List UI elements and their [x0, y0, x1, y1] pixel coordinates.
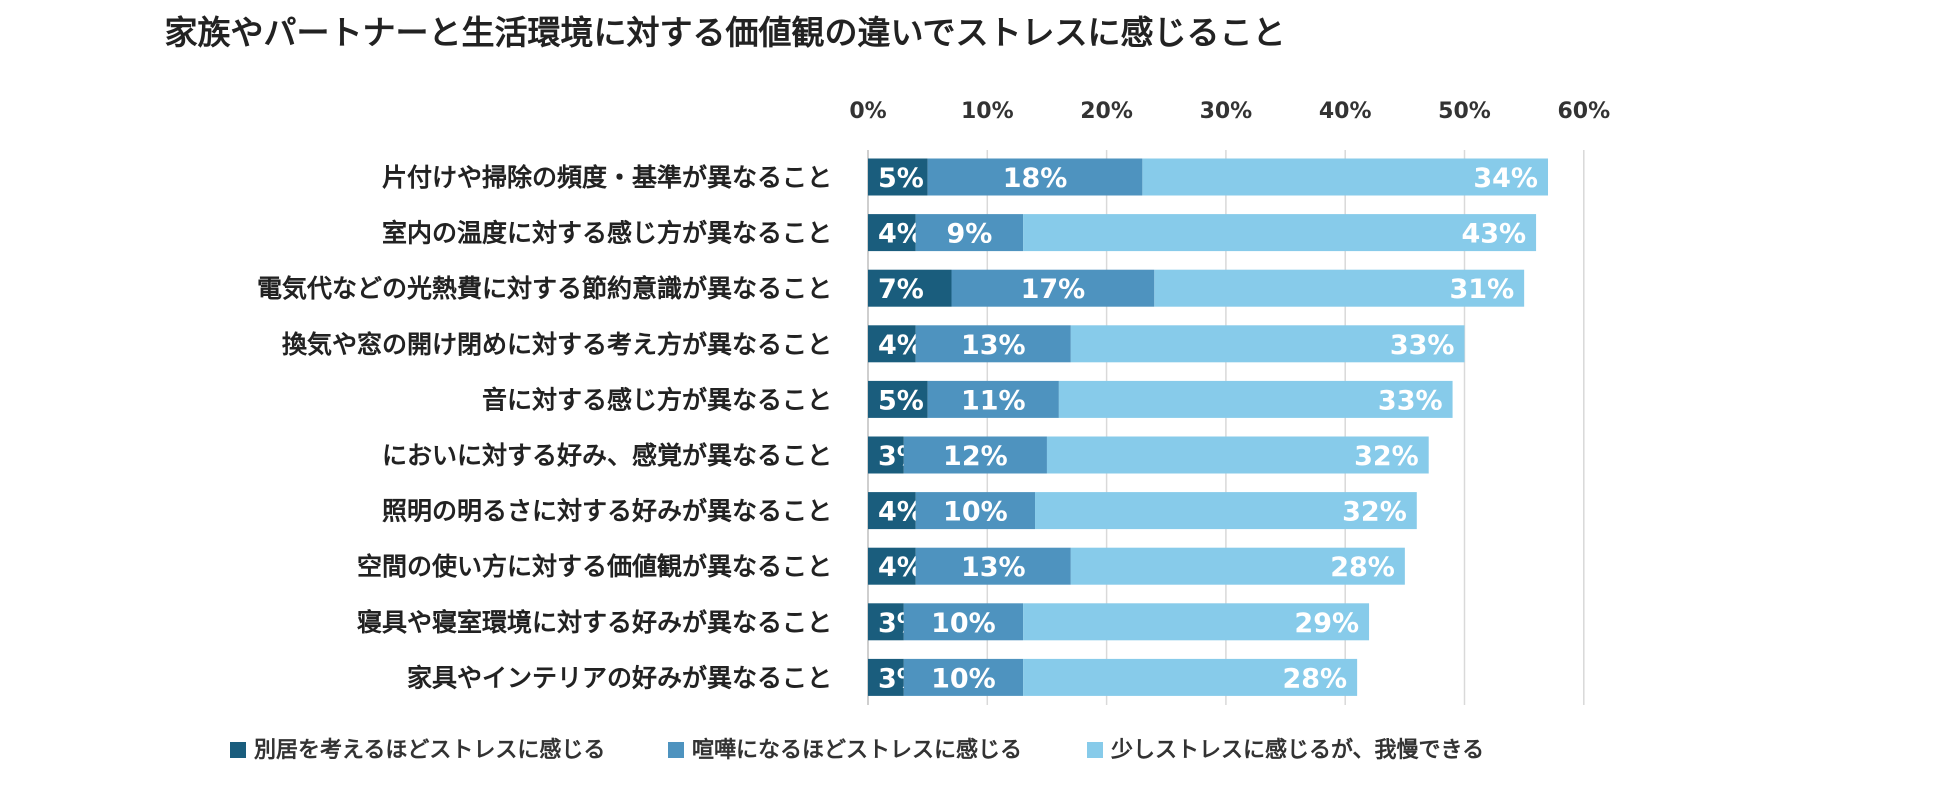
legend-swatch: [668, 742, 684, 758]
data-label: 5%: [878, 385, 924, 416]
data-label: 28%: [1330, 552, 1395, 583]
category-label: 片付けや掃除の頻度・基準が異なること: [382, 163, 832, 192]
bar-segment: [915, 325, 1071, 363]
chart-title: 家族やパートナーと生活環境に対する価値観の違いでストレスに感じること: [164, 13, 1286, 52]
bar-segment: [1142, 158, 1549, 196]
data-label: 31%: [1450, 274, 1515, 305]
bar-segment: [868, 158, 928, 196]
bar-segment: [868, 547, 916, 585]
data-label: 34%: [1473, 163, 1538, 194]
data-label: 9%: [946, 219, 992, 250]
bar-segment: [915, 547, 1071, 585]
bar-segment: [903, 658, 1024, 696]
legend-label: 少しストレスに感じるが、我慢できる: [1110, 737, 1484, 763]
x-tick-label: 30%: [1200, 99, 1253, 124]
data-label: 33%: [1378, 385, 1443, 416]
x-tick-label: 20%: [1080, 99, 1133, 124]
bar-segment: [868, 325, 916, 363]
category-label: 音に対する感じ方が異なること: [482, 385, 832, 414]
legend-swatch: [230, 742, 246, 758]
bar-segment: [868, 658, 904, 696]
bar-segment: [868, 269, 952, 307]
data-label: 12%: [943, 441, 1008, 472]
bar-segment: [1046, 436, 1429, 474]
data-label: 13%: [961, 330, 1026, 361]
bar-segment: [1023, 603, 1370, 641]
data-label: 10%: [943, 497, 1008, 528]
category-label: 家具やインテリアの好みが異なること: [407, 663, 832, 692]
data-label: 33%: [1390, 330, 1455, 361]
bar-segment: [1035, 492, 1417, 530]
data-label: 5%: [878, 163, 924, 194]
data-label: 17%: [1021, 274, 1086, 305]
bar-segment: [1023, 658, 1358, 696]
data-label: 18%: [1003, 163, 1068, 194]
data-label: 32%: [1354, 441, 1419, 472]
legend-swatch: [1087, 742, 1103, 758]
x-tick-label: 50%: [1438, 99, 1491, 124]
data-label: 43%: [1461, 219, 1526, 250]
bar-segment: [868, 492, 916, 530]
bar-segment: [1070, 547, 1405, 585]
bar-segment: [915, 492, 1036, 530]
bar-segment: [903, 436, 1047, 474]
x-tick-label: 60%: [1557, 99, 1610, 124]
category-label: 換気や窓の開け閉めに対する考え方が異なること: [282, 330, 832, 359]
data-label: 10%: [931, 663, 996, 694]
bar-segment: [927, 158, 1143, 196]
x-tick-label: 10%: [961, 99, 1014, 124]
x-tick-label: 0%: [849, 99, 886, 124]
bar-segment: [1070, 325, 1465, 363]
category-label: 室内の温度に対する感じ方が異なること: [382, 219, 832, 248]
category-label: 電気代などの光熱費に対する節約意識が異なること: [257, 274, 832, 303]
legend-label: 別居を考えるほどストレスに感じる: [254, 737, 605, 763]
bar-segment: [915, 214, 1024, 252]
data-label: 32%: [1342, 497, 1407, 528]
bar-segment: [868, 214, 916, 252]
data-label: 11%: [961, 385, 1026, 416]
bar-segment: [951, 269, 1155, 307]
data-label: 10%: [931, 608, 996, 639]
data-label: 28%: [1282, 663, 1347, 694]
x-tick-label: 40%: [1319, 99, 1372, 124]
bar-segment: [903, 603, 1024, 641]
bar-segment: [1058, 380, 1453, 418]
category-label: 照明の明るさに対する好みが異なること: [382, 497, 832, 526]
bar-segment: [868, 436, 904, 474]
category-label: 寝具や寝室環境に対する好みが異なること: [357, 608, 832, 637]
data-label: 7%: [878, 274, 924, 305]
bar-segment: [868, 380, 928, 418]
data-label: 29%: [1294, 608, 1359, 639]
bar-segment: [868, 603, 904, 641]
data-label: 13%: [961, 552, 1026, 583]
bar-segment: [927, 380, 1059, 418]
category-label: においに対する好み、感覚が異なること: [382, 441, 832, 470]
bar-segment: [1023, 214, 1537, 252]
category-label: 空間の使い方に対する価値観が異なること: [357, 552, 832, 581]
bar-segment: [1154, 269, 1525, 307]
legend-label: 喧嘩になるほどストレスに感じる: [692, 737, 1022, 763]
